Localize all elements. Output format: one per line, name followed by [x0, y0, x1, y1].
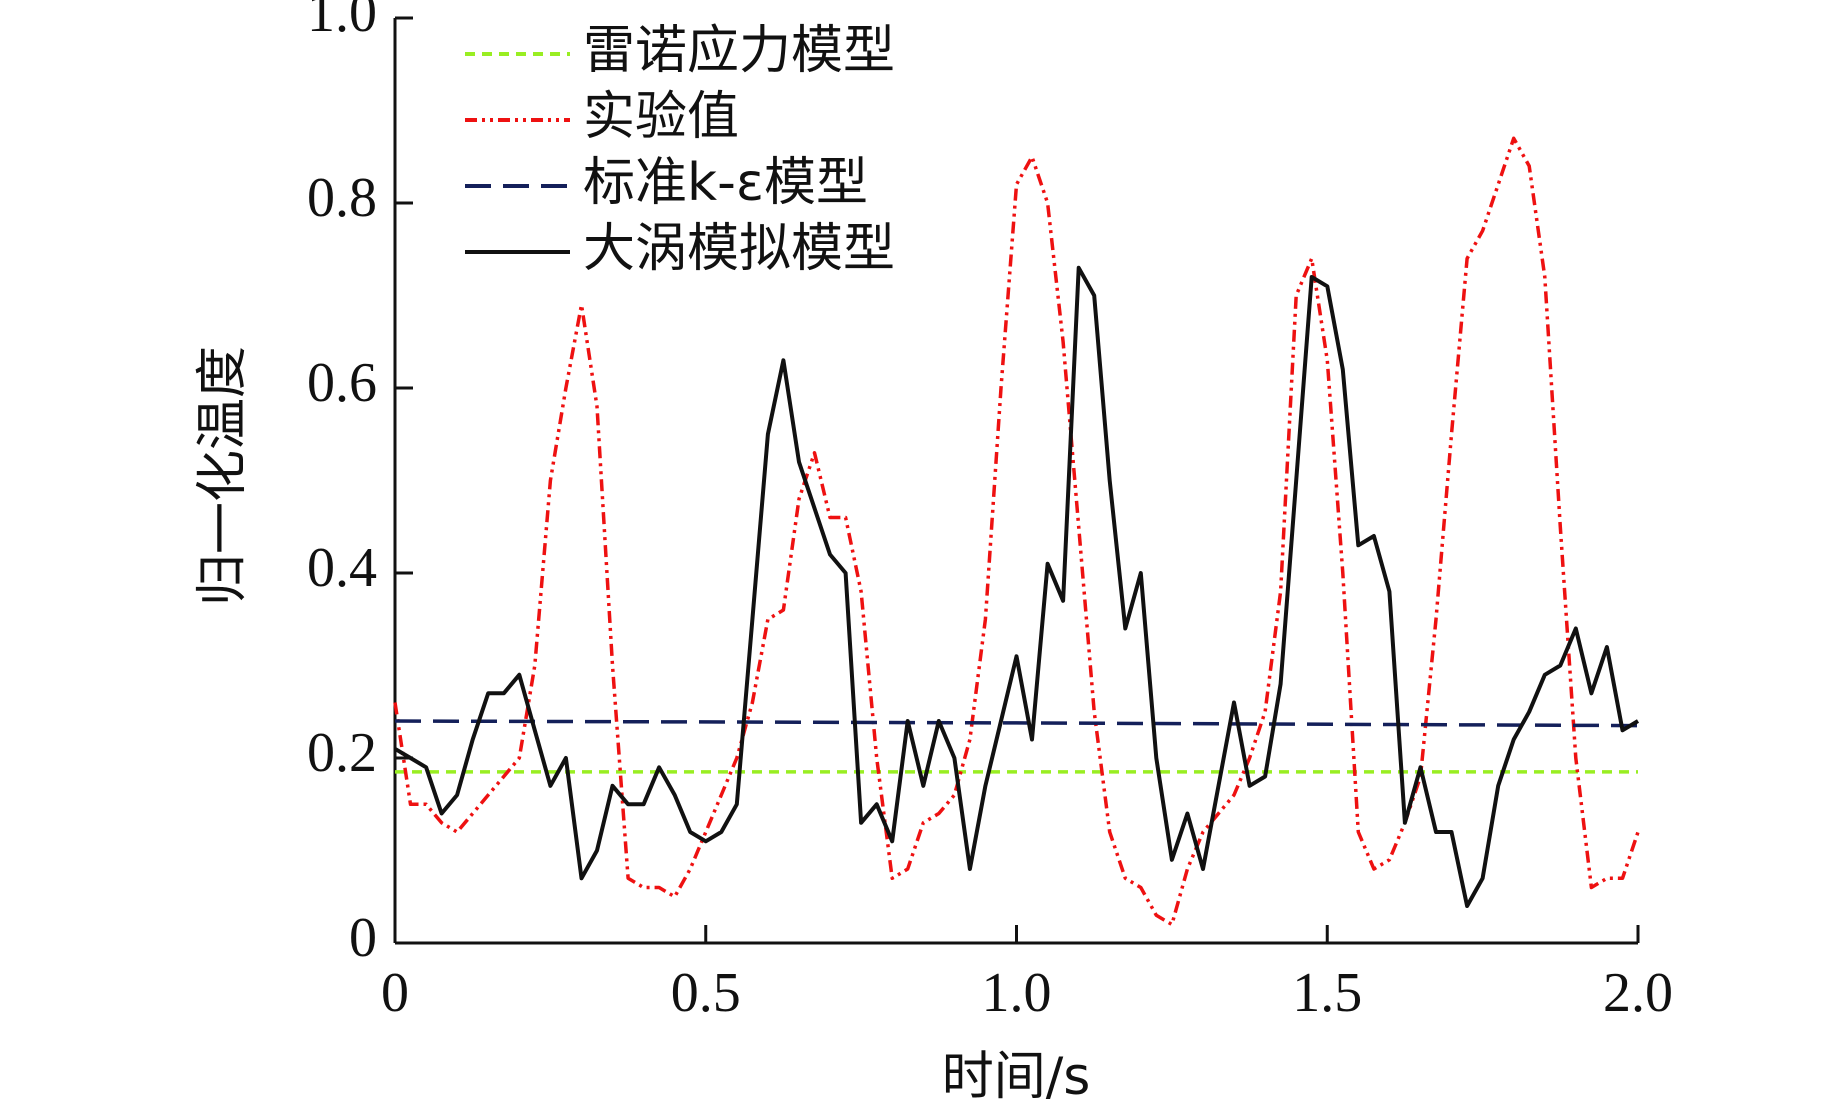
- x-tick-label: 1.5: [1292, 962, 1362, 1024]
- y-tick-label: 1.0: [307, 0, 377, 44]
- series-line: [393, 136, 1640, 927]
- y-tick-label: 0.2: [307, 722, 377, 784]
- x-tick-label: 1.0: [982, 962, 1052, 1024]
- legend-label: 大涡模拟模型: [583, 219, 895, 279]
- series-line: [393, 265, 1640, 908]
- y-tick-label: 0.8: [307, 167, 377, 229]
- legend-label: 实验值: [583, 87, 739, 147]
- x-axis-label: 时间/s: [942, 1047, 1091, 1107]
- y-tick-label: 0.4: [307, 537, 377, 599]
- y-axis-label: 归一化温度: [193, 346, 253, 606]
- legend-label: 雷诺应力模型: [583, 21, 895, 81]
- y-tick-label: 0.6: [307, 352, 377, 414]
- x-tick-label: 0: [381, 962, 409, 1024]
- legend-label: 标准k-ε模型: [583, 153, 868, 213]
- y-tick-label: 0: [349, 907, 377, 969]
- series-line: [394, 719, 1639, 728]
- x-tick-label: 0.5: [671, 962, 741, 1024]
- x-tick-label: 2.0: [1603, 962, 1673, 1024]
